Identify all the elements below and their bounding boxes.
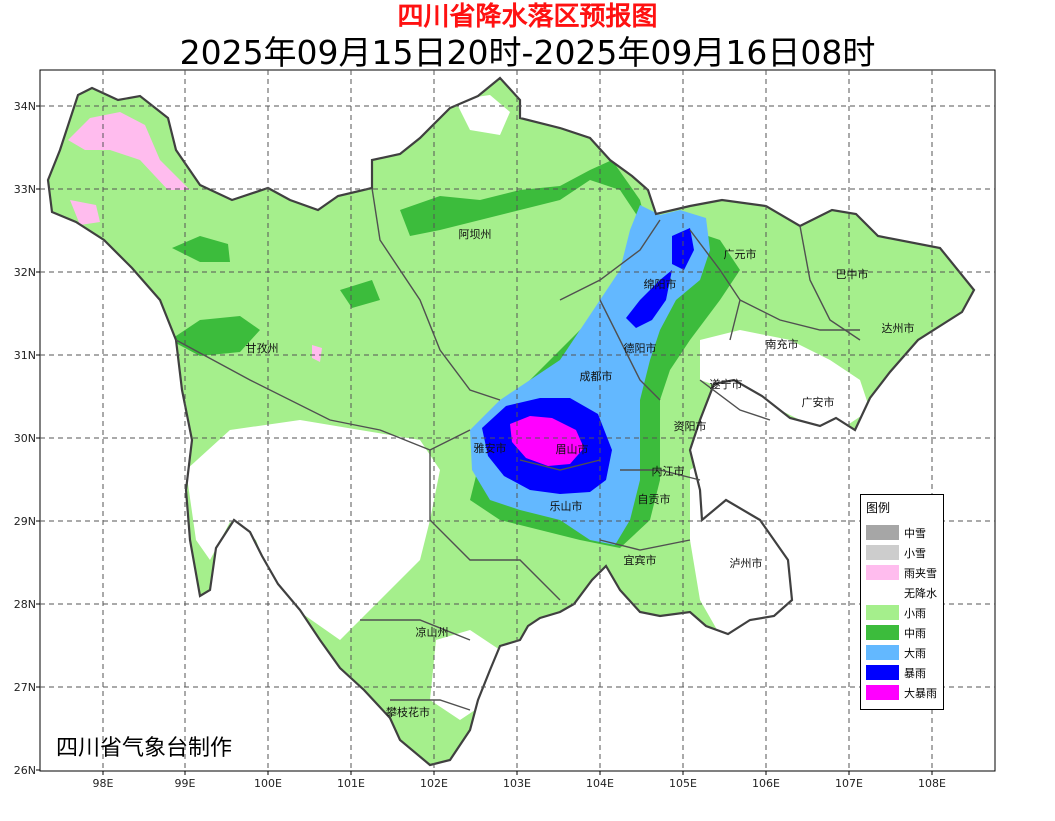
legend-label: 中雪 xyxy=(904,527,926,540)
latitude-tick-label: 29N xyxy=(14,515,36,528)
longitude-tick-label: 101E xyxy=(337,777,365,790)
sleet-area-west xyxy=(70,200,100,225)
city-label: 甘孜州 xyxy=(246,341,279,355)
latitude-tick-label: 31N xyxy=(14,349,36,362)
legend-swatch xyxy=(866,545,899,560)
prefecture-borders xyxy=(175,187,861,711)
sleet-area-ganzi xyxy=(312,345,322,362)
city-label: 达州市 xyxy=(882,321,915,335)
legend: 图例 中雪小雪雨夹雪无降水小雨中雨大雨暴雨大暴雨 xyxy=(860,494,944,710)
legend-label: 大雨 xyxy=(904,647,926,660)
city-label: 广元市 xyxy=(724,247,757,261)
longitude-tick-label: 106E xyxy=(752,777,780,790)
legend-swatch xyxy=(866,565,899,580)
legend-label: 小雨 xyxy=(904,607,926,620)
longitude-tick-label: 100E xyxy=(254,777,282,790)
legend-swatch xyxy=(866,685,899,700)
longitude-tick-label: 102E xyxy=(420,777,448,790)
latitude-tick-label: 33N xyxy=(14,183,36,196)
legend-item: 小雨 xyxy=(866,603,944,621)
legend-label: 雨夹雪 xyxy=(904,567,937,580)
latitude-tick-label: 27N xyxy=(14,681,36,694)
legend-swatch xyxy=(866,605,899,620)
legend-swatch xyxy=(866,585,899,600)
legend-item: 中雨 xyxy=(866,623,944,641)
latitude-tick-label: 34N xyxy=(14,100,36,113)
longitude-tick-label: 105E xyxy=(669,777,697,790)
city-label: 眉山市 xyxy=(556,442,589,456)
legend-item: 无降水 xyxy=(866,583,944,601)
rainstorm-area-north xyxy=(672,228,694,270)
city-label: 阿坝州 xyxy=(459,227,492,241)
longitude-tick-label: 104E xyxy=(586,777,614,790)
issuer-credit: 四川省气象台制作 xyxy=(56,736,233,761)
city-label: 攀枝花市 xyxy=(386,705,430,719)
moderate-rain-area-west xyxy=(172,236,230,262)
city-label: 乐山市 xyxy=(550,499,583,513)
city-label: 宜宾市 xyxy=(624,553,657,567)
legend-swatch xyxy=(866,525,899,540)
city-label: 凉山州 xyxy=(416,625,449,639)
legend-swatch xyxy=(866,645,899,660)
no-rain-area-north xyxy=(455,95,510,135)
city-label: 自贡市 xyxy=(638,492,671,506)
moderate-rain-area-aba xyxy=(340,280,380,308)
longitude-tick-label: 103E xyxy=(503,777,531,790)
longitude-tick-label: 107E xyxy=(835,777,863,790)
legend-swatch xyxy=(866,625,899,640)
city-label: 德阳市 xyxy=(624,341,657,355)
map-title: 四川省降水落区预报图 xyxy=(397,2,658,32)
rainstorm-area-mianyang xyxy=(626,270,672,328)
legend-label: 小雪 xyxy=(904,547,926,560)
moderate-rain-area-ganzi xyxy=(170,316,260,356)
city-label: 内江市 xyxy=(652,464,685,478)
legend-label: 无降水 xyxy=(904,587,937,600)
legend-label: 大暴雨 xyxy=(904,687,937,700)
city-label: 成都市 xyxy=(580,369,613,383)
longitude-tick-label: 108E xyxy=(918,777,946,790)
city-label: 巴中市 xyxy=(836,267,869,281)
legend-item: 暴雨 xyxy=(866,663,944,681)
legend-swatch xyxy=(866,665,899,680)
city-label: 雅安市 xyxy=(474,441,507,455)
latitude-tick-label: 30N xyxy=(14,432,36,445)
latitude-tick-label: 26N xyxy=(14,764,36,777)
no-rain-area-south xyxy=(186,420,440,640)
legend-item: 大雨 xyxy=(866,643,944,661)
latitude-labels: 34N 33N 32N 31N 30N 29N 28N 27N 26N xyxy=(14,100,40,777)
city-label: 绵阳市 xyxy=(644,277,677,291)
sleet-area-northwest xyxy=(68,112,190,190)
city-label: 资阳市 xyxy=(674,419,707,433)
latitude-tick-label: 28N xyxy=(14,598,36,611)
latitude-tick-label: 32N xyxy=(14,266,36,279)
legend-label: 暴雨 xyxy=(904,667,926,680)
legend-item: 雨夹雪 xyxy=(866,563,944,581)
legend-item: 中雪 xyxy=(866,523,944,541)
longitude-labels: 98E 99E 100E 101E 102E 103E 104E 105E 106E 107E 10… xyxy=(93,771,946,790)
city-label: 遂宁市 xyxy=(710,377,743,391)
lat-lon-grid xyxy=(40,70,995,771)
city-label: 南充市 xyxy=(766,337,799,351)
heavy-rainstorm-area xyxy=(510,416,584,466)
longitude-tick-label: 98E xyxy=(93,777,114,790)
legend-title: 图例 xyxy=(866,501,891,515)
forecast-period: 2025年09月15日20时-2025年09月16日08时 xyxy=(179,33,876,72)
legend-item: 大暴雨 xyxy=(866,683,944,701)
longitude-tick-label: 99E xyxy=(175,777,196,790)
city-label: 泸州市 xyxy=(730,556,763,570)
legend-item: 小雪 xyxy=(866,543,944,561)
legend-label: 中雨 xyxy=(904,627,926,640)
city-label: 广安市 xyxy=(802,395,835,409)
